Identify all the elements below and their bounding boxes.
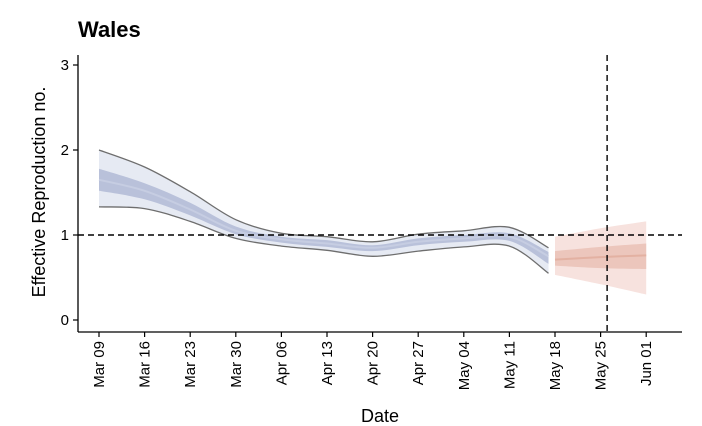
series-estimate: [98, 149, 549, 274]
x-tick-label: Apr 20: [365, 341, 382, 385]
x-tick-label: May 18: [547, 341, 564, 390]
x-tick-label: Mar 30: [228, 341, 245, 388]
y-tick-label: 2: [61, 142, 69, 159]
x-tick-label: Apr 27: [410, 341, 427, 385]
x-tick-label: Apr 13: [319, 341, 336, 385]
x-axis-title: Date: [361, 406, 399, 426]
x-tick-label: Apr 06: [273, 341, 290, 385]
chart-title: Wales: [78, 17, 141, 42]
axes: 0 1 2 3 Mar 09 Mar 16 Mar 23 Mar 30 Apr 06 Apr 13…: [61, 55, 682, 390]
x-tick-label: Mar 23: [182, 341, 199, 388]
plot-area: [98, 149, 647, 295]
estimate-upper-edge: [98, 149, 549, 249]
x-tick-label: Jun 01: [638, 341, 655, 386]
x-tick-label: May 04: [456, 341, 473, 390]
x-tick-label: Mar 16: [137, 341, 154, 388]
y-axis-title: Effective Reproduction no.: [29, 87, 49, 298]
y-tick-label: 1: [61, 227, 69, 244]
x-tick-label: May 11: [501, 341, 518, 389]
series-forecast: [554, 221, 647, 295]
y-tick-label: 0: [61, 312, 69, 329]
estimate-band-90: [99, 150, 549, 274]
y-tick-label: 3: [61, 57, 69, 74]
estimate-lower-edge: [98, 206, 549, 274]
x-tick-label: May 25: [593, 341, 610, 390]
x-tick-label: Mar 09: [91, 341, 108, 388]
